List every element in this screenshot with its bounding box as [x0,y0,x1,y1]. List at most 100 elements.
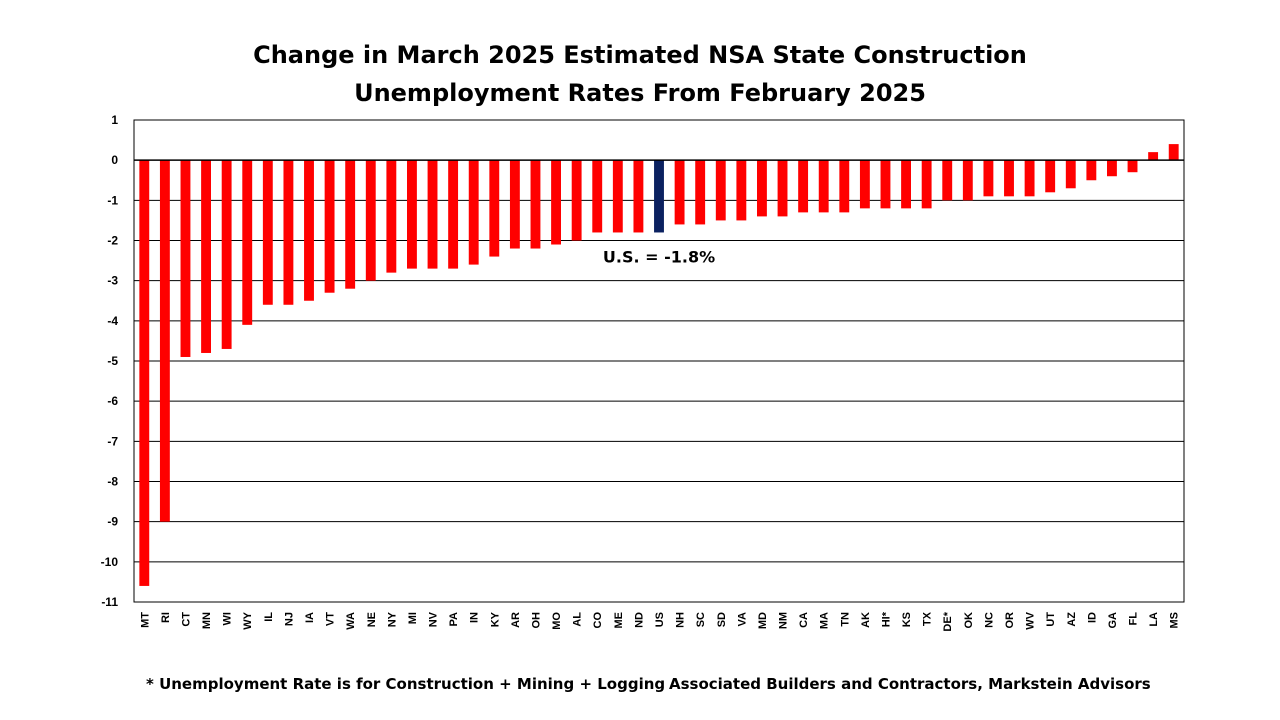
x-tick-label: KY [489,611,501,627]
bar-ga [1107,160,1117,177]
x-tick-label: NY [386,611,398,627]
x-tick-label: ID [1086,612,1098,623]
bar-ne [365,160,376,281]
bar-sc [695,160,706,225]
x-tick-label: OR [1004,612,1016,629]
x-tick-label: UT [1045,612,1057,627]
x-tick-label: VT [325,612,337,626]
y-tick-label: -2 [107,234,118,248]
y-tick-label: -1 [107,193,118,207]
bar-al [571,160,582,241]
bar-ri [159,160,170,522]
x-tick-label: IN [469,612,481,623]
x-tick-label: NM [778,612,790,629]
x-tick-label: AZ [1066,612,1078,627]
bar-il [262,160,273,305]
bar-id [1086,160,1097,181]
us-annotation: U.S. = -1.8% [603,247,715,266]
chart-title: Change in March 2025 Estimated NSA State… [0,36,1280,112]
x-tick-label: PA [448,612,460,627]
footnote-right: Associated Builders and Contractors, Mar… [669,675,1151,693]
x-tick-label: NE [366,612,378,627]
bar-me [612,160,623,233]
bar-tn [839,160,850,213]
bar-ct [180,160,191,357]
bar-md [757,160,767,217]
x-tick-label: IA [304,612,316,623]
y-tick-label: -3 [107,274,118,288]
y-tick-label: -10 [101,555,119,569]
x-tick-label: NC [983,612,995,628]
bar-nd [633,160,644,233]
x-tick-label: OH [530,612,542,629]
bar-in [468,160,479,265]
x-tick-label: SC [695,612,707,627]
bar-va [736,160,747,221]
x-tick-label: NJ [283,612,295,626]
bar-ok [962,160,973,201]
bar-ar [509,160,520,249]
bar-ak [859,160,870,209]
x-tick-label: KS [901,612,913,627]
bar-or [1004,160,1014,197]
x-tick-label: MN [201,612,213,629]
bar-ia [304,160,314,301]
x-tick-label: ME [613,612,625,629]
x-tick-label: AR [510,612,522,628]
bar-nv [427,160,438,269]
bar-nh [674,160,685,225]
y-tick-labels: 1 0 -1 -2 -3 -4 -5 -6 -7 -8 -9 -10 -11 [101,113,119,609]
x-tick-label: IL [263,612,275,622]
x-tick-label: AL [572,612,584,627]
y-tick-label: -6 [107,394,118,408]
bar-pa [448,160,459,269]
bar-la [1148,152,1159,161]
bar-ut [1045,160,1056,193]
bar-az [1065,160,1076,189]
x-tick-label: WV [1025,611,1037,629]
y-tick-label: 1 [111,113,118,127]
x-tick-label: CT [180,612,192,627]
bar-hi [880,160,891,209]
bar-ky [489,160,500,257]
bar-ma [818,160,829,213]
bar-wi [221,160,232,349]
bar-de [942,160,953,201]
y-tick-label: -8 [107,475,118,489]
bar-mo [551,160,561,245]
x-tick-label: AK [860,612,872,628]
bar-ca [798,160,809,213]
bar-nj [283,160,294,305]
y-tick-label: -5 [107,354,118,368]
bar-nc [983,160,994,197]
bar-vt [324,160,335,293]
bar-ms [1168,144,1179,161]
bar-mt [139,160,150,586]
bar-wv [1024,160,1035,197]
chart-title-line-1: Change in March 2025 Estimated NSA State… [253,41,1027,69]
bar-wa [345,160,356,289]
bar-tx [921,160,932,209]
x-tick-label: MS [1169,612,1181,629]
bar-sd [715,160,726,221]
x-tick-label: MI [407,612,419,624]
x-tick-label: VA [736,612,748,627]
x-tick-label: MO [551,612,563,630]
x-tick-label: HI* [880,611,892,627]
bar-wy [242,160,253,325]
x-tick-label: TX [922,611,934,626]
gridlines [134,199,1184,563]
chart-title-line-2: Unemployment Rates From February 2025 [354,79,926,107]
footnote-left: * Unemployment Rate is for Construction … [146,675,666,693]
x-tick-label: WI [222,612,234,625]
x-tick-label: MA [819,612,831,629]
plot-area-border [133,119,1185,603]
x-tick-label: DE* [942,611,954,631]
y-tick-label: -4 [107,314,118,328]
y-tick-label: 0 [111,153,118,167]
bar-co [592,160,603,233]
x-tick-label: NV [428,611,440,627]
bar-ks [901,160,911,209]
x-tick-label: MT [139,612,151,628]
